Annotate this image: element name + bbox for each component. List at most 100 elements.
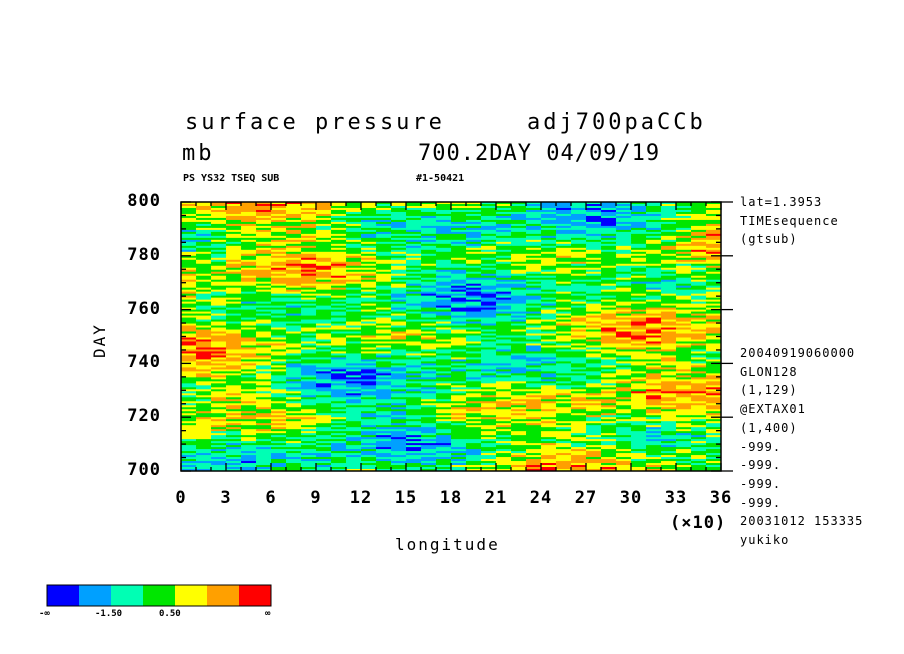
heatmap-cell: [676, 275, 692, 279]
heatmap-cell: [421, 241, 437, 245]
heatmap-cell: [331, 429, 347, 432]
heatmap-cell: [226, 459, 242, 462]
heatmap-cell: [226, 375, 242, 378]
heatmap-cell: [676, 271, 692, 275]
heatmap-cell: [331, 333, 347, 337]
heatmap-cell: [181, 455, 197, 458]
heatmap-cell: [481, 373, 497, 376]
heatmap-cell: [511, 283, 527, 287]
heatmap-cell: [571, 437, 587, 440]
heatmap-cell: [226, 233, 242, 237]
heatmap-cell: [406, 385, 422, 388]
heatmap-cell: [241, 215, 257, 219]
heatmap-cell: [451, 315, 467, 319]
heatmap-cell: [331, 267, 347, 271]
heatmap-cell: [646, 459, 662, 462]
heatmap-cell: [226, 371, 242, 374]
heatmap-cell: [496, 293, 512, 297]
heatmap-cell: [181, 449, 197, 452]
heatmap-cell: [706, 461, 721, 464]
heatmap-cell: [511, 395, 527, 398]
heatmap-cell: [511, 383, 527, 386]
heatmap-cell: [481, 331, 497, 335]
heatmap-cell: [451, 453, 467, 456]
heatmap-cell: [466, 423, 482, 426]
heatmap-cell: [346, 293, 362, 297]
heatmap-cell: [316, 341, 332, 345]
heatmap-cell: [571, 325, 587, 329]
heatmap-cell: [421, 465, 437, 468]
heatmap-cell: [646, 227, 662, 231]
heatmap-cell: [631, 327, 647, 331]
heatmap-cell: [346, 341, 362, 345]
heatmap-cell: [271, 429, 287, 432]
heatmap-cell: [556, 217, 572, 221]
heatmap-cell: [256, 223, 272, 227]
heatmap-cell: [586, 331, 602, 335]
heatmap-cell: [376, 355, 392, 359]
heatmap-cell: [376, 437, 392, 440]
heatmap-cell: [556, 413, 572, 416]
heatmap-cell: [511, 325, 527, 329]
heatmap-cell: [556, 411, 572, 414]
heatmap-cell: [196, 221, 212, 225]
heatmap-cell: [511, 363, 527, 366]
heatmap-cell: [271, 431, 287, 434]
heatmap-cell: [526, 469, 542, 471]
heatmap-cell: [301, 371, 317, 374]
heatmap-cell: [241, 427, 257, 430]
heatmap-cell: [196, 265, 212, 269]
heatmap-cell: [691, 303, 707, 307]
heatmap-cell: [316, 381, 332, 384]
heatmap-cell: [496, 373, 512, 376]
heatmap-cell: [661, 455, 677, 458]
heatmap-cell: [451, 393, 467, 396]
heatmap-cell: [661, 387, 677, 390]
heatmap-cell: [286, 369, 302, 372]
heatmap-cell: [571, 357, 587, 361]
heatmap-cell: [406, 381, 422, 384]
heatmap-cell: [541, 379, 557, 382]
heatmap-cell: [346, 363, 362, 366]
heatmap-cell: [316, 305, 332, 309]
heatmap-cell: [601, 387, 617, 390]
heatmap-cell: [496, 457, 512, 460]
heatmap-cell: [406, 361, 422, 364]
heatmap-cell: [661, 291, 677, 295]
heatmap-cell: [646, 447, 662, 450]
heatmap-cell: [286, 435, 302, 438]
heatmap-cell: [241, 233, 257, 237]
heatmap-cell: [436, 431, 452, 434]
heatmap-cell: [466, 367, 482, 370]
heatmap-cell: [421, 331, 437, 335]
heatmap-cell: [511, 297, 527, 301]
heatmap-cell: [556, 305, 572, 309]
heatmap-cell: [301, 317, 317, 321]
heatmap-cell: [331, 357, 347, 361]
heatmap-cell: [331, 367, 347, 370]
heatmap-cell: [181, 239, 197, 243]
heatmap-cell: [451, 227, 467, 231]
heatmap-cell: [211, 367, 227, 370]
heatmap-cell: [511, 205, 527, 209]
heatmap-cell: [691, 461, 707, 464]
heatmap-cell: [511, 323, 527, 327]
heatmap-cell: [631, 211, 647, 215]
heatmap-cell: [436, 277, 452, 281]
heatmap-cell: [241, 293, 257, 297]
heatmap-cell: [706, 261, 721, 265]
heatmap-cell: [601, 309, 617, 313]
heatmap-cell: [196, 431, 212, 434]
heatmap-cell: [301, 399, 317, 402]
heatmap-cell: [556, 381, 572, 384]
heatmap-cell: [691, 429, 707, 432]
heatmap-cell: [646, 281, 662, 285]
heatmap-cell: [406, 305, 422, 309]
heatmap-cell: [256, 325, 272, 329]
heatmap-cell: [511, 435, 527, 438]
heatmap-cell: [481, 229, 497, 233]
heatmap-cell: [331, 421, 347, 424]
heatmap-cell: [181, 351, 197, 355]
heatmap-cell: [541, 405, 557, 408]
heatmap-cell: [346, 441, 362, 444]
